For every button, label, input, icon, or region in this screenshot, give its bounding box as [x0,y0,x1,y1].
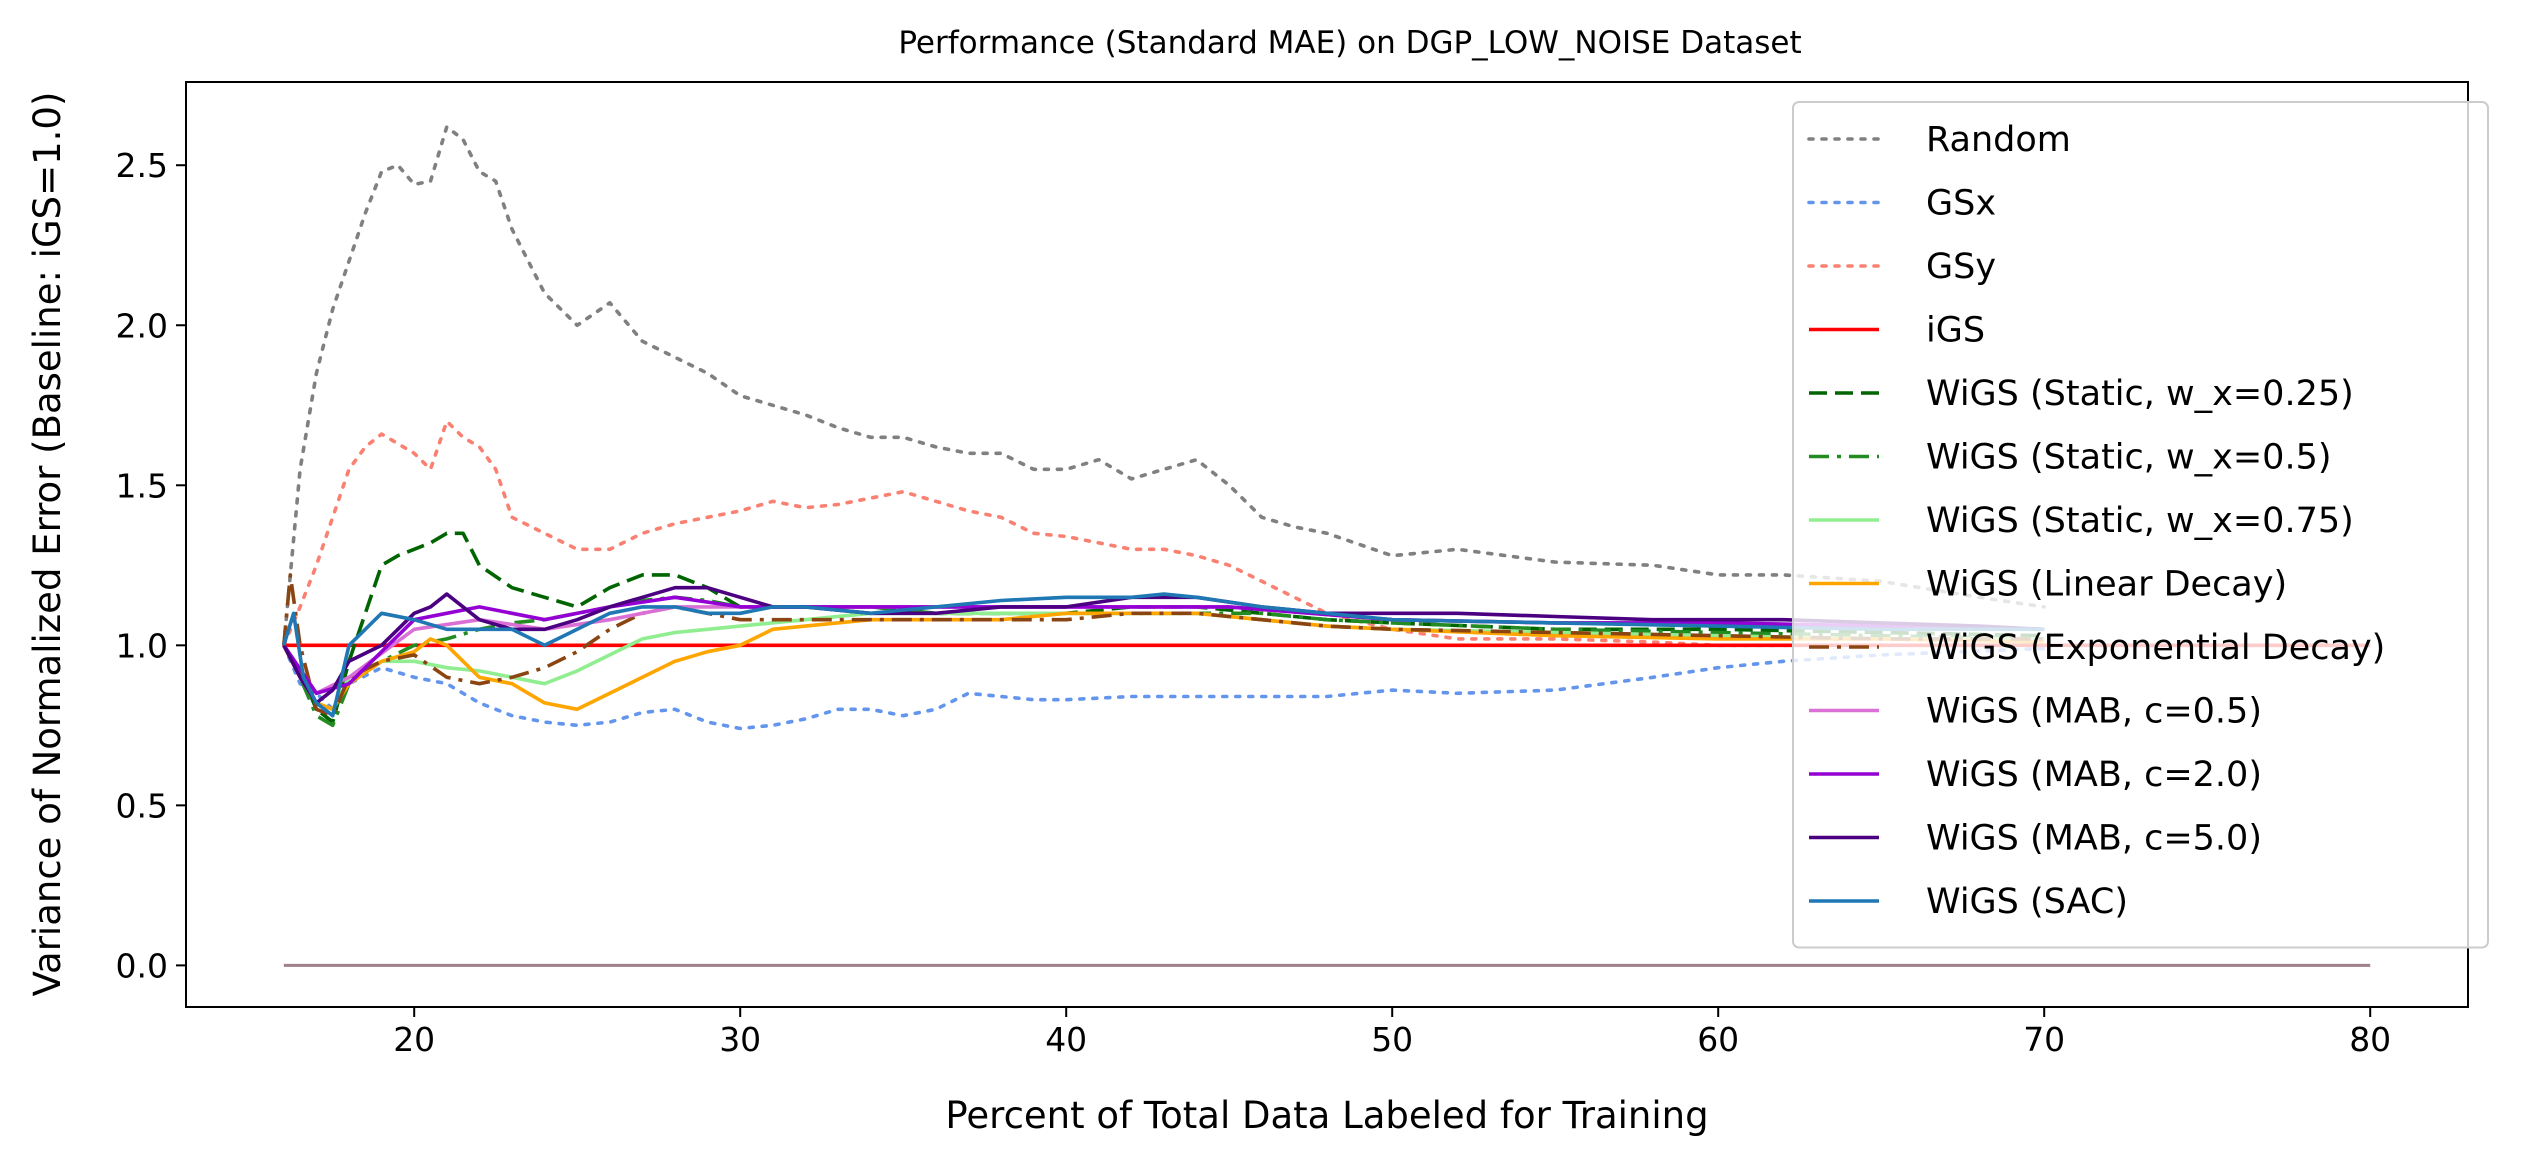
legend-label: GSy [1926,247,1996,287]
x-tick-label: 30 [719,1020,761,1059]
series-line-0 [281,125,2046,648]
legend-label: WiGS (Static, w_x=0.5) [1926,438,2332,478]
y-tick-label: 1.0 [116,626,168,665]
y-tick-label: 2.5 [116,146,168,185]
series-lines [281,125,2371,967]
legend: Random GSx GSy iGS WiGS (Static, w_x=0.25) Wi… [1792,101,2489,949]
x-tick-label: 70 [2023,1020,2065,1059]
y-tick-label: 2.0 [116,306,168,345]
plot-area [281,125,2371,967]
legend-label: WiGS (Static, w_x=0.75) [1926,501,2354,541]
series-line-12 [282,592,2045,718]
legend-label: GSx [1926,184,1996,224]
series-line-5 [282,595,2045,728]
legend-label: WiGS (Static, w_x=0.25) [1926,374,2354,414]
legend-label: Random [1926,120,2071,160]
axes: 20 30 40 50 60 70 80 0.0 0.5 1.0 1.5 2.0 2.5 [116,146,2392,1059]
legend-label: WiGS (SAC) [1926,882,2128,922]
legend-label: WiGS (MAB, c=2.0) [1926,755,2262,795]
y-axis-label: Variance of Normalized Error (Baseline: … [26,92,69,997]
series-line-1 [281,643,2046,731]
legend-box [1792,101,2489,949]
y-tick-label: 1.5 [116,466,168,505]
x-tick-label: 40 [1045,1020,1087,1059]
chart-title: Performance (Standard MAE) on DGP_LOW_NO… [898,25,1801,61]
legend-label: WiGS (Linear Decay) [1926,565,2287,605]
y-tick-label: 0.5 [116,786,168,825]
legend-label: iGS [1926,311,1985,351]
x-tick-label: 20 [393,1020,435,1059]
y-tick-label: 0.0 [116,946,168,985]
legend-label: WiGS (MAB, c=0.5) [1926,692,2262,732]
x-tick-label: 60 [1697,1020,1739,1059]
legend-label: WiGS (MAB, c=5.0) [1926,819,2262,859]
legend-label: WiGS (Exponential Decay) [1926,628,2385,668]
series-line-2 [281,419,1883,648]
x-axis-label: Percent of Total Data Labeled for Traini… [945,1094,1708,1137]
x-tick-label: 80 [2349,1020,2391,1059]
x-tick-label: 50 [1371,1020,1413,1059]
